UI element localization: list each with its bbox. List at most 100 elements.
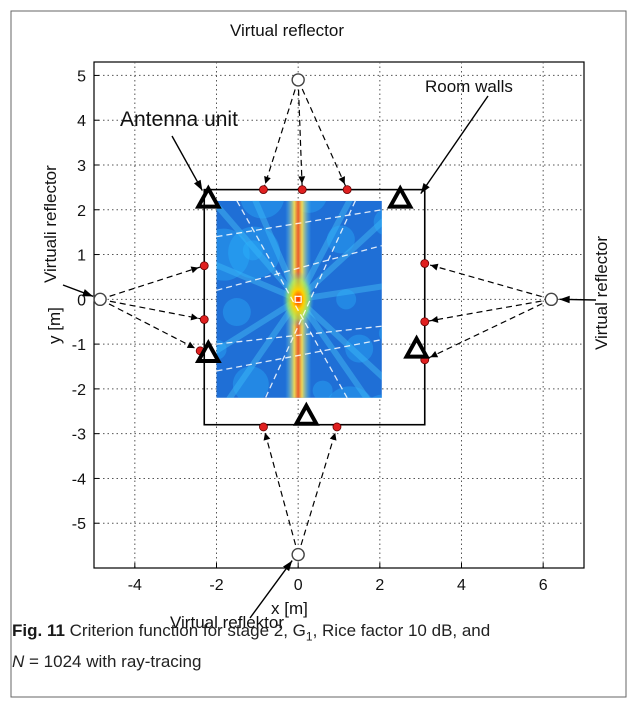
annotation-right-reflector: Virtual reflector [592,236,611,350]
heatmap-blob [390,272,442,324]
ray-segment [100,298,205,321]
heatmap-layer [216,92,442,486]
ray-arrowhead [430,315,439,323]
caption-text-1: Criterion function for stage 2, G [64,621,306,640]
ray-segment [424,298,552,361]
heatmap-streak [226,297,301,398]
annotation-arrowhead [420,182,430,194]
virtual-reflector-point [544,292,559,307]
plot-annotations: Virtual reflector Virtuali reflector Vir… [41,21,611,632]
x-tick-label: 4 [457,577,466,594]
x-tick-label: 0 [294,577,303,594]
heatmap-blob [326,225,355,254]
caption-text-1b: , Rice factor 10 dB, and [312,621,491,640]
y-tick-label: 0 [77,292,86,309]
wall-hit-point [199,315,209,324]
heatmap-streak [216,261,300,303]
antenna-unit-marker [194,338,222,364]
x-tick-label: -2 [209,577,223,594]
ray-segment [99,265,205,300]
y-tick-label: 1 [77,248,86,265]
ray-segment [99,298,201,352]
annotation-top-reflector: Virtual reflector [230,21,344,40]
ray-arrowhead [298,176,306,184]
antenna-unit-marker [292,401,320,426]
annotation-arrowhead [283,560,293,572]
annotation-arrowhead [559,295,570,304]
heatmap-blob [228,226,281,279]
heatmap-ray-trace [216,338,382,372]
ray-arrowhead [430,263,439,271]
annotation-antenna-unit: Antenna unit [120,108,238,131]
virtual-reflector-point [291,547,305,562]
ray-arrowhead [329,432,337,441]
caption-line-2: N = 1024 with ray-tracing [0,649,637,674]
heatmap-hotspot [282,271,315,328]
y-axis-label: y [m] [45,307,64,344]
virtual-reflector-point [291,73,305,87]
y-tick-label: -2 [72,382,86,399]
x-tick-label: 6 [539,577,548,594]
heatmap-blob [299,450,335,486]
wall-hit-point [259,422,268,432]
ray-arrowhead [430,350,439,358]
heatmap-ray-trace [216,244,382,291]
heatmap-blob [222,298,251,327]
ray-segment [424,298,552,323]
ray-arrowhead [263,432,271,441]
heatmap-ray-trace [236,200,348,398]
heatmap-blob [373,209,382,235]
target-marker [294,295,302,303]
heatmap-blob [328,386,372,398]
wall-hit-point [420,317,430,327]
annotation-arrowhead [194,179,203,191]
antenna-unit-marker [194,184,222,209]
ray-segment [297,79,348,190]
figure-border [10,10,627,698]
heatmap-streak [297,283,382,303]
annotation-arrowhead [82,289,94,297]
y-tick-label: 2 [77,203,86,220]
ray-segment [297,426,338,555]
ray-segment [262,426,299,555]
x-tick-label: -4 [128,577,142,594]
ray-arrowhead [264,175,271,184]
ray-arrowhead [186,341,195,349]
y-tick-label: 4 [77,113,86,130]
antenna-unit-marker [403,334,430,359]
annotation-room-walls: Room walls [425,77,513,96]
y-tick-label: 5 [77,68,86,85]
ray-arrowhead [190,266,199,274]
virtual-reflector-point [93,292,107,307]
caption-n-symbol: N [12,652,25,672]
caption-line-1: Fig. 11 Criterion function for stage 2, … [0,618,637,649]
heatmap-blob [378,326,382,341]
wall-hit-point [342,185,352,195]
heatmap-streak [252,200,301,301]
heatmap-ray-trace [216,209,382,238]
x-axis-label: x [m] [271,599,308,618]
wall-hit-point [297,185,307,195]
heatmap-blob [216,228,250,281]
caption-subscript: 1 [305,629,313,644]
ray-paths [99,79,552,555]
heatmap-blob [241,92,285,136]
caption-label: Fig. 11 [12,621,65,640]
figure-caption: Fig. 11 Criterion function for stage 2, … [0,618,637,698]
heatmap-blob [232,366,269,398]
heatmap-blob [312,380,333,398]
x-tick-label: 2 [375,577,384,594]
wall-hit-point [199,261,209,271]
ray-segment [262,79,299,190]
annotation-arrow [249,560,293,619]
plot-markers [93,73,559,562]
heatmap-ray-trace [264,200,356,398]
heatmap-blob [242,240,263,261]
ray-segment [424,262,552,300]
heatmap-streak [296,218,382,302]
heatmap-streak [295,297,371,398]
annotation-left-reflector: Virtuali reflector [41,165,60,283]
caption-text-2: = 1024 with ray-tracing [24,652,202,672]
heatmap-streak [216,296,300,355]
heatmap-blob [345,334,374,363]
